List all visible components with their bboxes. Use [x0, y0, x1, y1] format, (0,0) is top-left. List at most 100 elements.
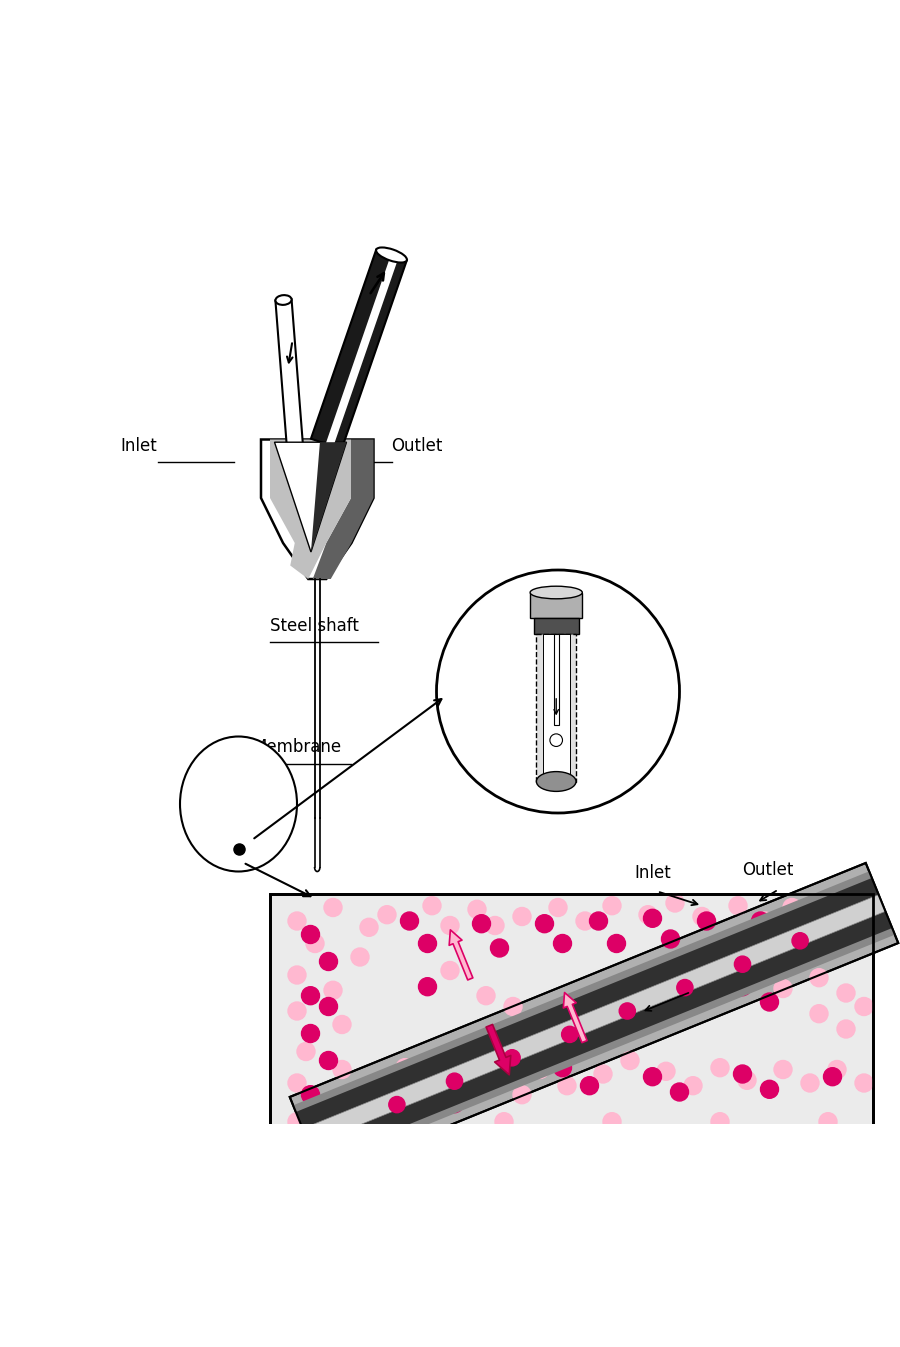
- Circle shape: [801, 1074, 819, 1092]
- Circle shape: [662, 929, 680, 948]
- Circle shape: [320, 998, 338, 1016]
- Circle shape: [760, 993, 778, 1012]
- Circle shape: [677, 979, 693, 995]
- Polygon shape: [310, 249, 407, 450]
- Circle shape: [576, 1032, 594, 1049]
- Circle shape: [824, 935, 842, 952]
- Circle shape: [468, 1080, 486, 1098]
- Circle shape: [810, 968, 828, 987]
- Circle shape: [644, 985, 662, 1002]
- Circle shape: [495, 1113, 513, 1130]
- Circle shape: [297, 1043, 315, 1060]
- Circle shape: [554, 935, 572, 952]
- Bar: [270, 894, 873, 1127]
- Circle shape: [824, 1068, 842, 1086]
- Circle shape: [302, 1086, 319, 1103]
- Bar: [536, 634, 576, 781]
- Circle shape: [562, 1026, 578, 1043]
- Circle shape: [693, 908, 711, 925]
- Circle shape: [549, 1017, 567, 1036]
- Polygon shape: [325, 256, 398, 449]
- Circle shape: [608, 935, 625, 952]
- Circle shape: [288, 912, 306, 929]
- Circle shape: [603, 897, 621, 915]
- Circle shape: [738, 1071, 756, 1090]
- Circle shape: [288, 1113, 306, 1130]
- Circle shape: [666, 894, 684, 912]
- Circle shape: [495, 1068, 513, 1086]
- Text: Membrane: Membrane: [252, 738, 341, 756]
- Circle shape: [504, 1049, 520, 1065]
- Circle shape: [472, 915, 490, 932]
- Circle shape: [446, 1074, 463, 1090]
- Circle shape: [621, 993, 639, 1012]
- Circle shape: [716, 935, 733, 952]
- Circle shape: [513, 1086, 531, 1103]
- Circle shape: [531, 1060, 549, 1079]
- Circle shape: [756, 912, 774, 929]
- Circle shape: [684, 970, 702, 989]
- Circle shape: [549, 898, 567, 916]
- Circle shape: [729, 897, 747, 915]
- Circle shape: [288, 966, 306, 985]
- Circle shape: [320, 1052, 338, 1070]
- Circle shape: [513, 908, 531, 925]
- Circle shape: [441, 916, 459, 935]
- Circle shape: [792, 932, 808, 948]
- Circle shape: [387, 1113, 405, 1130]
- Circle shape: [436, 570, 680, 814]
- Circle shape: [423, 1076, 441, 1095]
- Circle shape: [783, 898, 801, 916]
- Bar: [543, 634, 570, 781]
- Circle shape: [819, 1113, 837, 1130]
- Circle shape: [644, 909, 662, 927]
- Polygon shape: [275, 299, 302, 445]
- Polygon shape: [293, 872, 895, 1169]
- Circle shape: [418, 935, 436, 952]
- Circle shape: [396, 1059, 414, 1076]
- Circle shape: [418, 1076, 436, 1095]
- Circle shape: [711, 1113, 729, 1130]
- Bar: [530, 593, 582, 618]
- Circle shape: [684, 1076, 702, 1095]
- Circle shape: [837, 985, 855, 1002]
- Circle shape: [621, 1052, 639, 1070]
- Circle shape: [558, 1076, 576, 1095]
- Ellipse shape: [530, 586, 582, 599]
- Ellipse shape: [180, 737, 297, 872]
- Ellipse shape: [376, 248, 407, 263]
- Circle shape: [554, 1059, 572, 1076]
- Circle shape: [441, 1065, 459, 1083]
- Circle shape: [670, 1002, 688, 1020]
- Circle shape: [576, 912, 594, 929]
- Circle shape: [837, 897, 855, 915]
- Circle shape: [418, 978, 436, 995]
- Circle shape: [711, 985, 729, 1002]
- Circle shape: [828, 1060, 846, 1079]
- Circle shape: [734, 978, 752, 995]
- Circle shape: [504, 998, 522, 1016]
- Circle shape: [302, 1025, 319, 1043]
- Circle shape: [288, 1002, 306, 1020]
- Circle shape: [486, 916, 504, 935]
- Circle shape: [711, 1059, 729, 1076]
- Circle shape: [580, 1022, 598, 1041]
- Circle shape: [423, 897, 441, 915]
- Circle shape: [648, 1005, 666, 1022]
- Circle shape: [324, 982, 342, 999]
- Circle shape: [306, 935, 324, 952]
- Circle shape: [491, 939, 508, 956]
- Bar: [534, 618, 579, 634]
- Circle shape: [698, 912, 716, 929]
- Circle shape: [774, 1060, 792, 1079]
- Bar: [554, 634, 559, 726]
- Circle shape: [734, 956, 751, 973]
- Circle shape: [644, 1068, 662, 1086]
- Polygon shape: [296, 878, 892, 1162]
- Circle shape: [441, 962, 459, 979]
- Circle shape: [378, 905, 396, 924]
- Text: Inlet: Inlet: [121, 436, 158, 455]
- Polygon shape: [311, 442, 346, 552]
- Circle shape: [360, 919, 378, 936]
- Circle shape: [389, 1096, 405, 1113]
